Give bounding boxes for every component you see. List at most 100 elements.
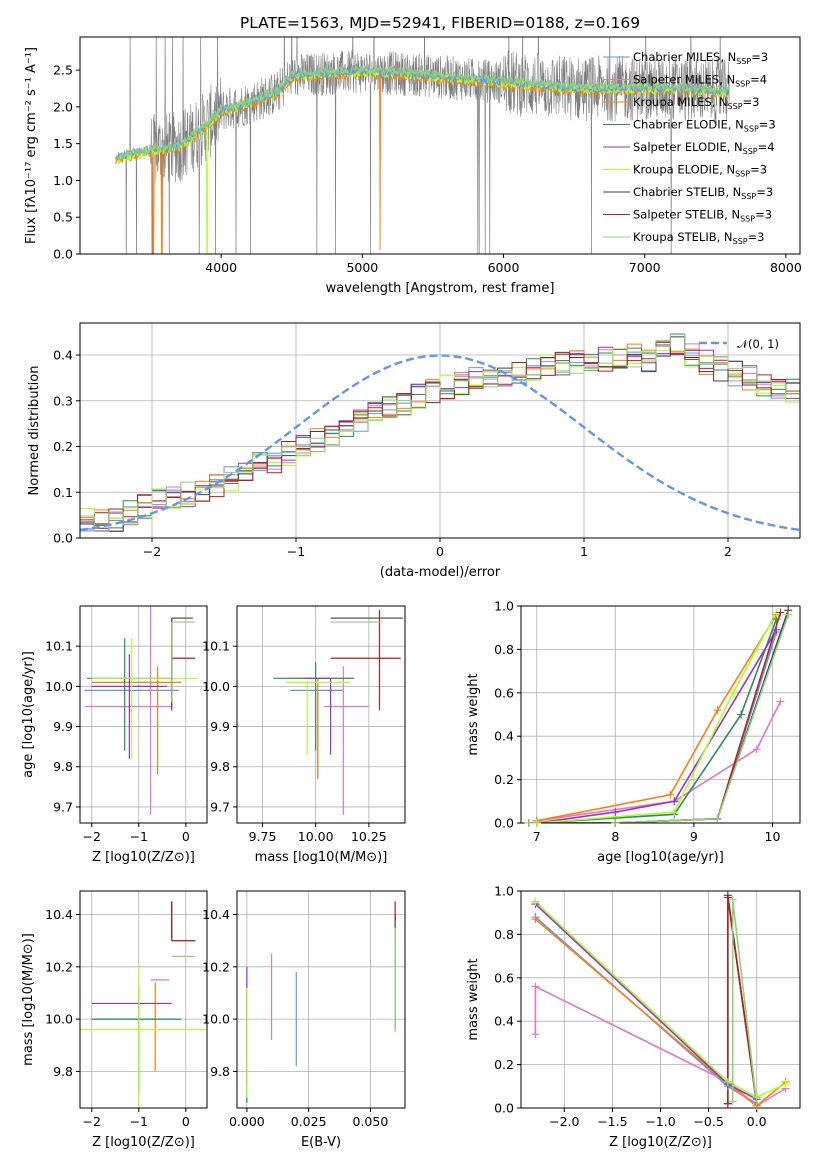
x-tick-label: −1 xyxy=(287,544,305,559)
y-tick-label: 10.1 xyxy=(202,639,230,654)
y-tick-label: 1.0 xyxy=(494,599,514,614)
x-tick-label: 6000 xyxy=(488,260,520,275)
y-axis-label: Flux [fλ10⁻¹⁷ erg cm⁻² s⁻¹ A⁻¹] xyxy=(24,47,39,244)
weight-series-3 xyxy=(536,614,778,822)
legend-subscript: SSP xyxy=(743,147,758,156)
y-tick-label: 10.0 xyxy=(45,679,73,694)
legend-value: =3 xyxy=(759,118,776,132)
y-tick-label: 10.2 xyxy=(45,959,73,974)
plot-area xyxy=(84,606,198,815)
weight-series-8 xyxy=(528,612,782,823)
y-tick-label: 9.7 xyxy=(53,799,73,814)
y-tick-label: 9.9 xyxy=(210,719,230,734)
weight-series-2 xyxy=(536,701,782,822)
x-tick-label: 10 xyxy=(765,829,781,844)
x-axis-label: age [log10(age/yr)] xyxy=(597,850,724,865)
plus-marker xyxy=(666,790,675,799)
legend-value: =3 xyxy=(750,163,767,177)
legend-subscript: SSP xyxy=(735,80,750,89)
weight-series-6 xyxy=(534,901,786,1099)
weight-series-4 xyxy=(534,901,758,1098)
plus-marker xyxy=(784,610,793,619)
y-tick-label: 10.4 xyxy=(202,907,230,922)
weight-series-9 xyxy=(731,899,758,1104)
plus-marker xyxy=(723,1099,732,1108)
x-tick-label: −2 xyxy=(83,829,101,844)
plus-marker xyxy=(531,915,540,924)
legend-subscript: SSP xyxy=(735,170,750,179)
legend-entry: Salpeter MILES, NSSP=4 xyxy=(633,73,767,89)
weight-series-4 xyxy=(536,618,778,823)
plus-marker xyxy=(723,1077,732,1086)
x-axis-label: Z [log10(Z/Z⊙)] xyxy=(609,1135,712,1150)
plus-marker xyxy=(713,706,722,715)
plus-marker xyxy=(723,893,732,902)
legend-entry: Salpeter STELIB, NSSP=3 xyxy=(633,208,772,224)
x-tick-label: 9 xyxy=(690,829,698,844)
x-tick-label: −1.0 xyxy=(645,1114,675,1129)
axes-frame xyxy=(236,890,406,1109)
axes-frame xyxy=(79,36,801,255)
x-tick-label: 0.050 xyxy=(353,1114,389,1129)
y-axis-label: mass weight xyxy=(466,673,481,755)
y-tick-label: 10.1 xyxy=(45,639,73,654)
plus-marker xyxy=(772,625,781,634)
weight-series-6 xyxy=(536,612,778,823)
y-tick-label: 9.8 xyxy=(53,1064,73,1079)
x-tick-label: 8000 xyxy=(770,260,802,275)
legend-entry: Chabrier ELODIE, NSSP=3 xyxy=(633,118,776,134)
plus-marker xyxy=(776,608,785,617)
y-tick-label: 10.0 xyxy=(202,679,230,694)
y-tick-label: 10.0 xyxy=(202,1012,230,1027)
legend-entry: Chabrier STELIB, NSSP=3 xyxy=(633,185,773,201)
plot-area xyxy=(80,333,800,538)
y-tick-label: 0.6 xyxy=(494,685,514,700)
plus-marker xyxy=(737,710,746,719)
plus-marker xyxy=(670,797,679,806)
y-tick-label: 0.1 xyxy=(53,485,73,500)
legend-entry: Chabrier MILES, NSSP=3 xyxy=(633,50,768,66)
model-spectrum-4 xyxy=(114,64,730,161)
y-axis-label: Normed distribution xyxy=(27,366,42,496)
legend-entry: 𝒩(0, 1) xyxy=(737,337,779,351)
plus-marker xyxy=(524,819,533,827)
y-tick-label: 0.5 xyxy=(53,210,73,225)
legend-value: =4 xyxy=(758,140,775,154)
legend-value: =3 xyxy=(748,230,765,244)
plus-marker xyxy=(752,745,761,754)
weight-series-1 xyxy=(528,631,778,823)
axes-frame xyxy=(79,890,208,1109)
legend-value: =3 xyxy=(751,50,768,64)
legend-subscript: SSP xyxy=(728,102,743,111)
legend-subscript: SSP xyxy=(733,237,748,246)
y-tick-label: 0.8 xyxy=(494,642,514,657)
histogram-series-9 xyxy=(80,334,800,538)
y-tick-label: 9.7 xyxy=(210,799,230,814)
x-axis-label: Z [log10(Z/Z⊙)] xyxy=(92,1135,195,1150)
x-tick-label: 10.25 xyxy=(351,829,387,844)
legend-entry: Kroupa STELIB, NSSP=3 xyxy=(633,230,764,246)
histogram-series-7 xyxy=(80,336,800,538)
legend: Chabrier MILES, NSSP=3 Salpeter MILES, NS… xyxy=(603,50,776,246)
y-tick-label: 2.5 xyxy=(53,63,73,78)
x-tick-label: −0.5 xyxy=(693,1114,723,1129)
axes-frame xyxy=(79,605,208,824)
y-tick-label: 9.8 xyxy=(53,759,73,774)
weight-series-5 xyxy=(536,629,778,823)
weight-series-1 xyxy=(534,916,758,1105)
legend-subscript: SSP xyxy=(741,192,756,201)
legend-value: =3 xyxy=(743,95,760,109)
plot-area xyxy=(528,610,789,823)
gaussian-curve xyxy=(80,354,800,532)
x-tick-label: −2.0 xyxy=(549,1114,579,1129)
y-tick-label: 0.0 xyxy=(494,816,514,831)
x-tick-label: −2 xyxy=(83,1114,101,1129)
y-tick-label: 10.2 xyxy=(202,959,230,974)
x-tick-label: 2 xyxy=(724,544,732,559)
histogram-series-6 xyxy=(80,348,800,538)
y-tick-label: 0.6 xyxy=(494,970,514,985)
figure-title: PLATE=1563, MJD=52941, FIBERID=0188, z=0… xyxy=(240,14,640,32)
histogram-series-5 xyxy=(80,346,800,538)
legend-subscript: SSP xyxy=(736,57,751,66)
legend-value: =3 xyxy=(756,185,773,199)
